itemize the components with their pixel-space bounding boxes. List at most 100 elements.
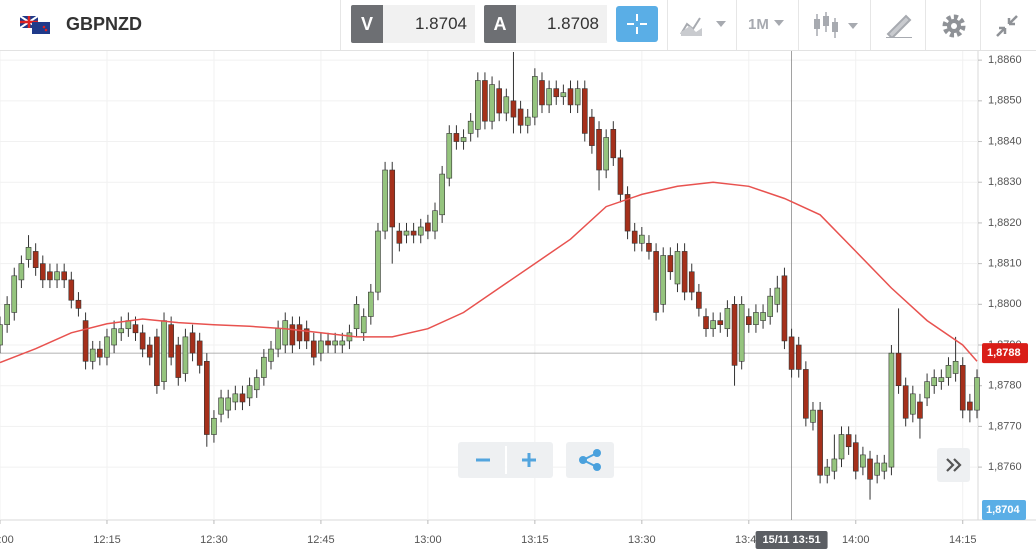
candle-body [589,116,595,146]
candle-body [581,88,588,134]
share-button[interactable] [566,442,614,478]
zoom-in-button[interactable] [522,453,536,467]
separator [980,0,981,50]
timeframe[interactable]: 1M [748,16,769,33]
sell-price[interactable]: 1.8704 [383,5,475,43]
y-tick-label: 1,8850 [988,95,1022,107]
moving-average-line [0,181,978,364]
x-tick-label: 12:00 [0,534,14,546]
candle-body [852,442,859,472]
candle-body [788,336,795,370]
share-icon [579,449,601,471]
candle-body [596,129,602,171]
candle-body [182,336,189,374]
y-tick-label: 1,8820 [988,217,1022,229]
x-tick-label: 13:15 [521,534,549,546]
candle-body [867,458,873,480]
candle-body [881,462,888,472]
settings-button[interactable] [940,12,968,40]
candle-body [303,328,310,342]
symbol[interactable]: GBPNZD [66,14,142,34]
candle-body [624,194,631,232]
candle-body [496,88,502,114]
candle-body [503,96,510,114]
candle-body [617,157,624,195]
separator [925,0,926,50]
candle-body [146,344,153,358]
candle-body [824,466,831,476]
candle-body [82,320,89,362]
candle-body [667,255,674,273]
candle-body [460,137,467,142]
candle-type-button[interactable] [812,10,860,40]
candle-body [681,251,688,293]
candle-body [945,365,952,378]
sell-label[interactable]: V [351,5,383,43]
candle-body [653,251,659,313]
x-tick-label: 12:45 [307,534,335,546]
zoom-icons [476,446,536,474]
candle-body [760,312,766,321]
crosshair-icon [627,14,647,34]
candle-body [510,100,517,118]
separator [340,0,341,50]
y-tick-label: 1,8760 [988,461,1022,473]
chart-type-button[interactable] [678,12,728,38]
candle-body [560,92,567,98]
candle-body [0,324,3,346]
crosshair-button[interactable] [616,6,658,42]
candle-body [475,80,481,130]
candle-body [952,360,959,374]
candle-body [482,80,488,122]
candle-body [546,88,552,106]
candle-body [574,88,581,106]
x-tick-label: 14:15 [949,534,977,546]
candle-body [959,365,966,411]
buy-price[interactable]: 1.8708 [516,5,607,43]
candle-body [282,320,289,346]
candle-body [888,352,895,468]
candle-body [781,275,788,342]
candle-body [931,377,938,387]
candle-body [895,352,902,387]
candle-body [524,116,531,126]
candle-body [61,271,67,281]
collapse-button[interactable] [993,12,1021,40]
candle-body [795,344,802,370]
scroll-latest-button[interactable] [937,448,970,482]
candle-body [111,328,117,346]
candle-body [731,304,738,366]
candle-body [382,169,388,232]
buy-label[interactable]: A [484,5,516,43]
separator [798,0,799,50]
x-tick-label: 12:30 [200,534,228,546]
toolbar: GBPNZD V 1.8704 A 1.8708 1M [0,0,1036,51]
candle-body [639,234,645,244]
candle-body [360,316,367,334]
draw-button[interactable] [884,12,914,38]
candle-body [567,88,574,106]
candle-body [89,348,96,362]
candle-body [253,377,260,391]
candle-body [917,401,923,419]
y-tick-label: 1,8830 [988,176,1022,188]
candle-body [974,377,980,411]
candle-body [446,133,453,179]
candle-body [339,340,346,346]
y-tick-label: 1,8860 [988,54,1022,66]
candle-body [196,340,203,366]
candle-body [389,169,396,228]
candle-body [838,434,845,460]
candle-body [532,76,538,118]
candle-body [674,251,681,285]
separator [870,0,871,50]
candle-body [710,320,716,330]
candle-body [724,308,731,330]
candle-body [296,324,303,342]
candle-body [246,385,253,399]
candle-body [860,454,866,468]
candle-body [47,271,53,281]
separator [736,0,737,50]
